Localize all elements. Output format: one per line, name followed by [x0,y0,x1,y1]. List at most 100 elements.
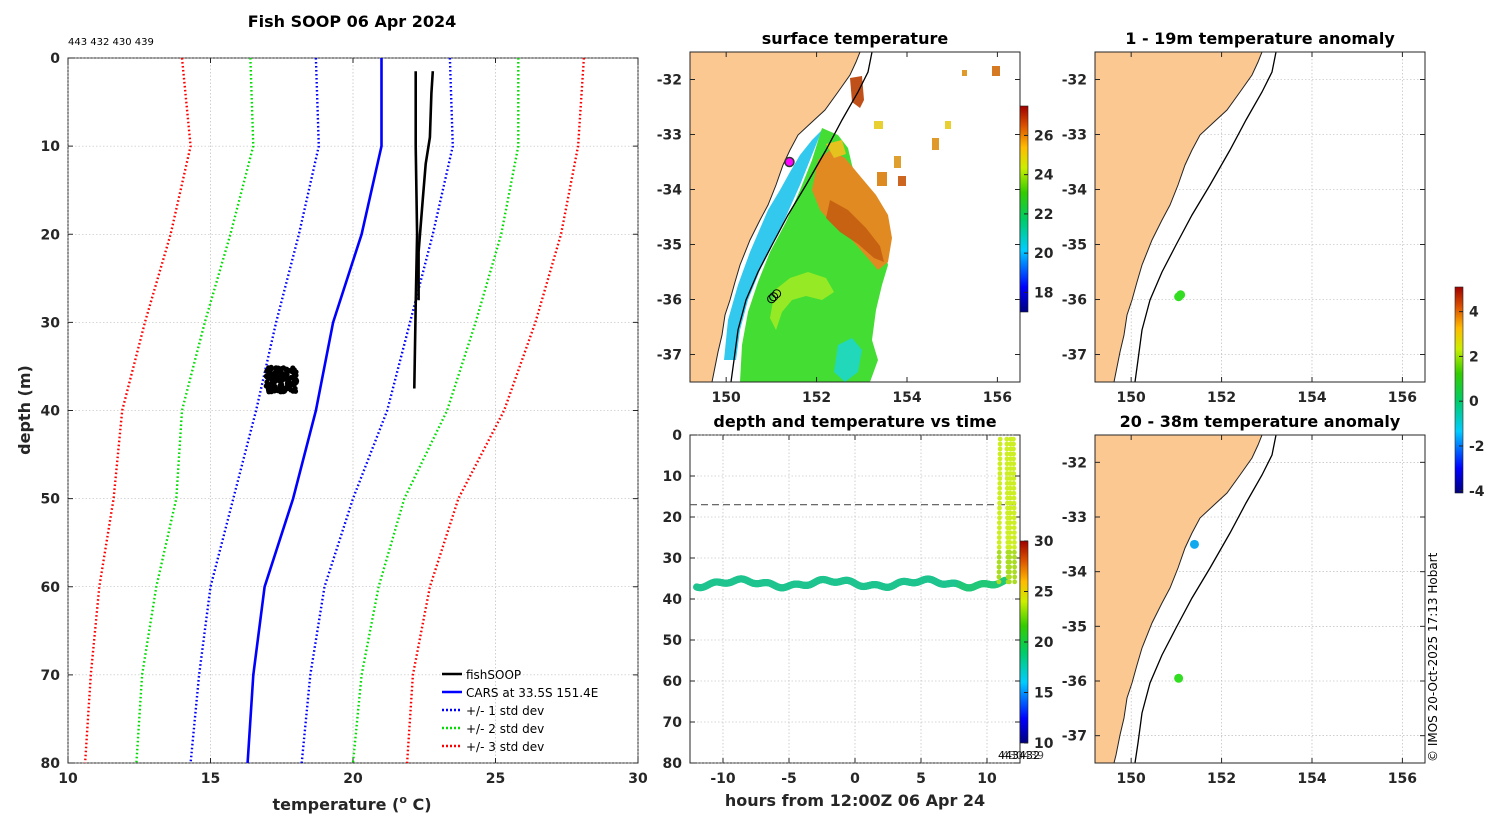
profile-xtick-label-2: 20 [343,771,363,787]
surface-sst-spot-1 [877,172,887,186]
credit-text: © IMOS 20-Oct-2025 17:13 Hobart [1426,552,1440,762]
profile-series-2 [189,57,320,764]
anom_upper-ytick-label-1: -33 [1062,128,1087,144]
timeseries-ytick-label-5: 50 [663,633,683,649]
timeseries-cast-point [1007,569,1012,575]
profile-panel: Fish SOOP 06 Apr 2024 443 432 430 439 10… [15,12,648,814]
timeseries-xtick-label-3: 5 [916,771,926,787]
profile-ytick-label-2: 20 [41,227,61,243]
timeseries-cast-point [1007,495,1013,501]
profile-ytick-label-7: 70 [41,668,61,684]
surface-xtick-label-3: 156 [983,390,1012,406]
timeseries-cast-point [996,535,1002,540]
timeseries-cast-point [1011,485,1017,491]
timeseries-cast-point [997,505,1002,511]
profile-xlabel: temperature (o C) [272,793,431,814]
timeseries-cast-point [1011,466,1017,471]
profile-ytick-label-6: 60 [41,580,61,596]
timeseries-cast-point [997,481,1003,486]
timeseries-cast-point [1011,525,1017,531]
timeseries-cast-point [1007,574,1012,580]
timeseries-cast-point [1007,559,1012,565]
profile-ytick-label-0: 0 [50,51,60,67]
fishsoop-bottom-point [273,368,279,374]
fishsoop-bottom-point [281,388,288,394]
timeseries-cast-point [1007,564,1012,570]
anom_upper-ytick-label-5: -37 [1062,348,1087,364]
timeseries-cast-point [1004,441,1010,447]
timeseries-cast-point [1004,456,1010,462]
anom-lower-isobath [1134,435,1277,763]
surface-panel: surface temperature 150 152 154 156 -32 -33 -3… [657,29,1054,406]
timeseries-ytick-label-4: 40 [663,592,683,608]
timeseries-xlabel: hours from 12:00Z 06 Apr 24 [725,791,985,810]
profile-xlabel-main: temperature ( [272,795,399,814]
surface-sst-spot-8 [898,176,906,186]
profile-title: Fish SOOP 06 Apr 2024 [248,12,457,31]
surface-sst-hot-core [826,200,884,262]
timeseries-ytick-label-7: 70 [663,715,683,731]
timeseries-cast-point [1012,569,1017,575]
timeseries-cast-point [1007,500,1013,506]
timeseries-cast-point [997,525,1002,531]
legend-label-cars: CARS at 33.5S 151.4E [466,686,598,700]
surface-sst-spot-4 [874,121,883,129]
timeseries-cast-point [1012,540,1017,545]
timeseries-cast-point [1011,436,1016,442]
anom_upper-ytick-label-4: -36 [1062,293,1087,309]
timeseries-cast-point [1011,451,1016,457]
surface-profile-circle-2 [767,294,777,304]
anom_upper-xtick-label-1: 152 [1207,390,1236,406]
surface-profile-circle-1 [772,289,782,299]
timeseries-cast-point [1004,471,1010,476]
fishsoop-bottom-point [267,386,273,393]
surface-ytick-label-4: -36 [657,293,682,309]
timeseries-cast-point [1011,510,1017,516]
timeseries-cast-point [996,544,1002,550]
timeseries-cbar-label-1: 15 [1034,686,1053,702]
timeseries-cast-point [996,530,1002,535]
timeseries-cast-point [997,495,1002,501]
legend-label-2std: +/- 2 std dev [466,722,544,736]
timeseries-cast-point [1012,564,1017,570]
fishsoop-bottom-point [288,382,294,388]
surface-cbar-label-0: 18 [1034,285,1053,301]
timeseries-xtick-label-2: 0 [850,771,860,787]
timeseries-cast-point [1007,540,1013,545]
fishsoop-bottom-point [288,374,294,381]
anomaly-cbar-label-1: -2 [1469,439,1485,455]
timeseries-title: depth and temperature vs time [713,412,996,431]
surface-sst-cyan-patch [834,338,862,382]
profile-ytick-label-4: 40 [41,404,61,420]
profile-ytick-label-1: 10 [41,139,61,155]
timeseries-cast-point [997,485,1003,491]
timeseries-cast-point [997,436,1003,442]
profile-xlabel-end: C) [407,795,432,814]
timeseries-cbar-label-0: 10 [1034,736,1054,752]
timeseries-cast-point [1012,559,1017,565]
surface-xtick-label-0: 150 [712,390,741,406]
timeseries-cast-point [996,540,1002,545]
timeseries-panel: depth and temperature vs time -10 -5 0 5 10 0… [663,412,1054,810]
surface-sst-spot-6 [992,66,1000,76]
profile-ytick-label-5: 50 [41,492,61,508]
fishsoop-bottom-point [280,371,286,377]
timeseries-cast-point [1011,530,1017,535]
timeseries-cast-point [1012,574,1018,580]
fishsoop-bottom-point [266,369,272,376]
legend-label-3std: +/- 3 std dev [466,740,544,754]
legend-label-fishsoop: fishSOOP [466,668,521,682]
anom_lower-ytick-label-0: -32 [1062,455,1087,471]
anom_upper-xtick-label-2: 154 [1297,390,1326,406]
anomaly-cbar-label-4: 4 [1469,305,1479,321]
timeseries-cast-point [996,559,1002,565]
profile-legend: fishSOOP CARS at 33.5S 151.4E +/- 1 std … [442,668,598,754]
anomaly-colorbar [1454,286,1464,494]
anom_lower-xtick-label-0: 150 [1117,771,1146,787]
timeseries-cast-point [1011,500,1017,506]
timeseries-cast-point [1007,535,1013,540]
profile-series-1 [300,57,454,764]
timeseries-cast-point [1007,515,1013,521]
timeseries-cast-point [1007,485,1013,491]
timeseries-cast-point [1004,451,1010,457]
